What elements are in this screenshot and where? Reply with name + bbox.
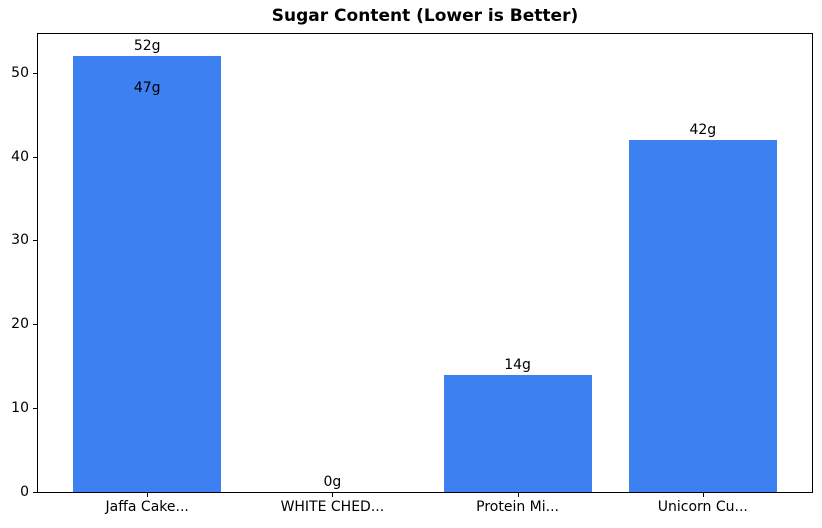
- plot-area: 52g 0g 14g 42g 47g: [37, 33, 813, 493]
- bar-value-label: 14g: [504, 356, 531, 373]
- y-tick-mark: [33, 240, 37, 242]
- y-tick-mark: [33, 324, 37, 326]
- bar: [73, 55, 222, 492]
- y-tick-label: 30: [11, 232, 29, 249]
- x-tick-label: WHITE CHED...: [280, 499, 385, 515]
- y-tick-label: 10: [11, 400, 29, 417]
- x-tick-mark: [147, 493, 149, 497]
- y-tick-label: 20: [11, 316, 29, 333]
- x-tick-label: Jaffa Cake...: [105, 499, 189, 515]
- y-tick-mark: [33, 492, 37, 493]
- y-tick-mark: [33, 408, 37, 410]
- bar-value-label: 52g: [133, 37, 161, 54]
- x-tick-mark: [517, 493, 519, 497]
- bar: [628, 139, 777, 492]
- y-tick-label: 0: [20, 484, 29, 500]
- bar-value-label: 42g: [689, 121, 717, 138]
- bar: [443, 374, 592, 492]
- annotation-label: 47g: [133, 79, 161, 96]
- y-tick-label: 50: [11, 64, 29, 81]
- y-tick-label: 40: [11, 148, 29, 165]
- x-tick-mark: [702, 493, 704, 497]
- y-tick-mark: [33, 72, 37, 74]
- x-tick-mark: [332, 493, 334, 497]
- y-tick-mark: [33, 156, 37, 158]
- x-tick-label: Protein Mi...: [476, 499, 560, 515]
- bar-value-label: 0g: [323, 474, 342, 490]
- x-tick-label: Unicorn Cu...: [657, 499, 748, 515]
- chart-title: Sugar Content (Lower is Better): [271, 6, 579, 26]
